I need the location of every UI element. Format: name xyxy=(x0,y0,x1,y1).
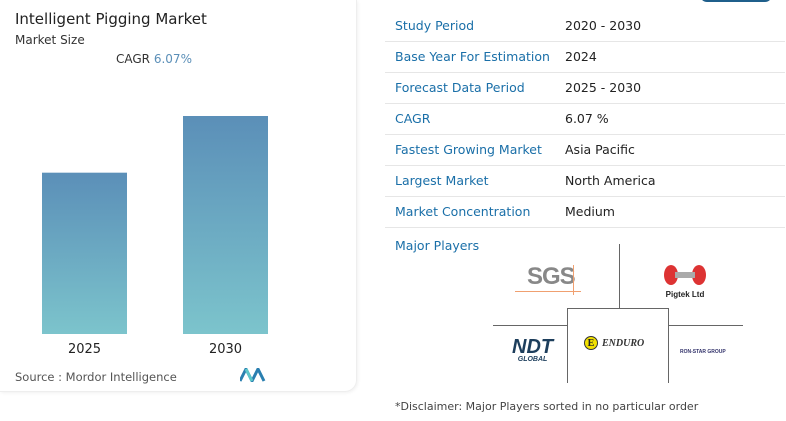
major-players-label: Major Players xyxy=(395,238,480,253)
mordor-logo-icon xyxy=(240,368,266,382)
divider xyxy=(619,244,620,308)
fact-row: Fastest Growing Market Asia Pacific xyxy=(385,134,785,166)
fact-row: Forecast Data Period 2025 - 2030 xyxy=(385,72,785,104)
center-box xyxy=(567,308,669,383)
ndt-global-text: GLOBAL xyxy=(517,356,548,363)
page-title: Intelligent Pigging Market xyxy=(15,10,207,28)
player-logo-ndt: NDT GLOBAL xyxy=(512,336,554,363)
x-tick-label: 2030 xyxy=(209,342,242,357)
fact-key: Market Concentration xyxy=(385,196,555,228)
pigtek-icon xyxy=(664,265,706,285)
player-logo-enduro: E ENDURO xyxy=(584,336,644,350)
fact-value: North America xyxy=(555,165,785,197)
cagr-value: 6.07% xyxy=(153,52,192,66)
fact-value: Asia Pacific xyxy=(555,134,785,166)
fact-key: CAGR xyxy=(385,103,555,135)
disclaimer: *Disclaimer: Major Players sorted in no … xyxy=(395,400,699,413)
top-button[interactable] xyxy=(700,0,772,2)
bar-2030 xyxy=(183,116,268,334)
market-size-card: Intelligent Pigging Market Market Size C… xyxy=(0,0,357,392)
fact-key: Fastest Growing Market xyxy=(385,134,555,166)
fact-key: Largest Market xyxy=(385,165,555,197)
fact-row: CAGR 6.07 % xyxy=(385,103,785,135)
pigtek-text: Pigtek Ltd xyxy=(665,290,705,299)
player-logo-sgs: SGS xyxy=(515,263,585,295)
source: Source : Mordor Intelligence xyxy=(15,370,177,384)
player-logo-ronstar: RON-STAR GROUP xyxy=(680,349,726,355)
fact-value: 6.07 % xyxy=(555,103,785,135)
fact-row: Market Concentration Medium xyxy=(385,196,785,228)
fact-value: 2020 - 2030 xyxy=(555,10,785,42)
x-tick-label: 2025 xyxy=(68,342,101,357)
fact-row: Study Period 2020 - 2030 xyxy=(385,10,785,42)
enduro-text: ENDURO xyxy=(602,337,645,349)
fact-value: 2024 xyxy=(555,41,785,73)
fact-row: Base Year For Estimation 2024 xyxy=(385,41,785,73)
divider xyxy=(493,325,567,326)
bar-chart: 2025 2030 xyxy=(42,116,268,357)
subtitle: Market Size xyxy=(15,33,85,47)
fact-value: 2025 - 2030 xyxy=(555,72,785,104)
facts-table: Study Period 2020 - 2030 Base Year For Est… xyxy=(385,10,785,228)
enduro-e-icon: E xyxy=(584,336,598,350)
fact-row: Largest Market North America xyxy=(385,165,785,197)
fact-key: Base Year For Estimation xyxy=(385,41,555,73)
divider xyxy=(669,325,743,326)
fact-value: Medium xyxy=(555,196,785,228)
cagr-text: CAGR xyxy=(116,52,151,66)
bar-2025 xyxy=(42,172,127,334)
fact-key: Study Period xyxy=(385,10,555,42)
sgs-text: SGS xyxy=(527,263,576,290)
fact-key: Forecast Data Period xyxy=(385,72,555,104)
cagr-label: CAGR 6.07% xyxy=(116,52,192,66)
player-logo-pigtek: Pigtek Ltd xyxy=(660,264,710,299)
